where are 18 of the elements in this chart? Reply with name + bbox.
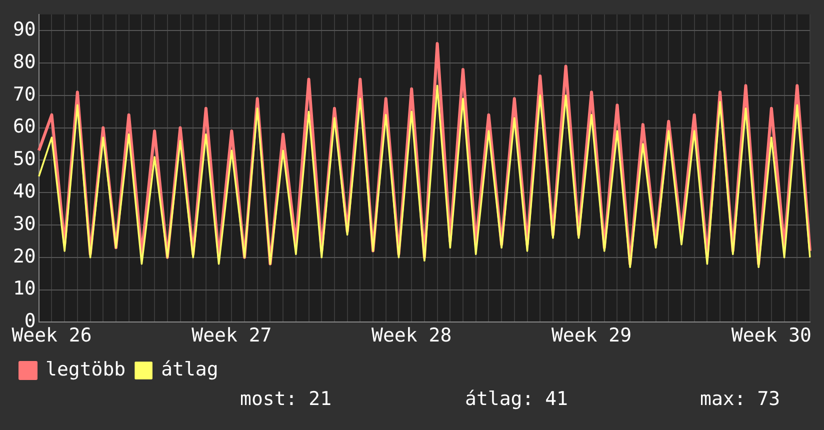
y-tick-label: 50	[12, 148, 36, 170]
text: most: 21	[240, 388, 332, 410]
legend-label: átlag	[161, 358, 218, 380]
y-tick-label: 80	[12, 50, 36, 73]
x-tick-label: Week 30	[731, 324, 812, 347]
y-tick-label: 20	[12, 245, 36, 268]
x-tick-label: Week 28	[372, 324, 452, 347]
x-tick-label: Week 29	[551, 324, 632, 347]
y-tick-label: 10	[12, 278, 36, 300]
legend-label: legtöbb	[46, 358, 126, 380]
text: max: 73	[700, 388, 780, 410]
y-tick-label: 60	[12, 116, 36, 138]
x-tick-label: Week 27	[192, 324, 272, 347]
y-tick-label: 40	[12, 180, 36, 203]
y-tick-label: 70	[12, 83, 36, 106]
y-tick-label: 90	[12, 18, 36, 41]
y-tick-label: 30	[12, 212, 36, 235]
text: átlag: 41	[465, 388, 568, 410]
